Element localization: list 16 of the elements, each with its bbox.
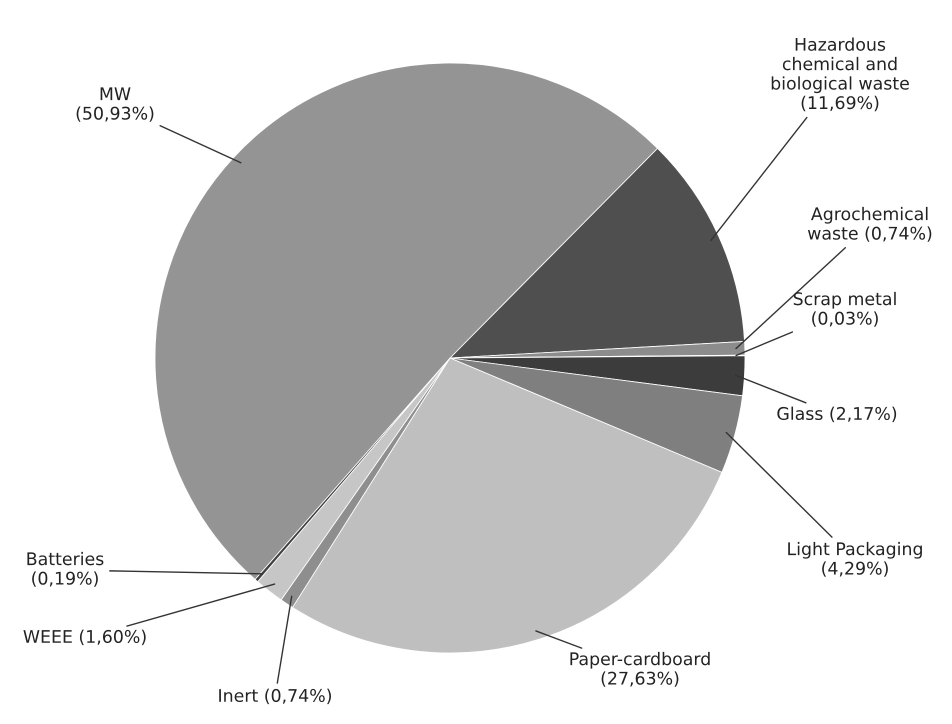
data-label: (50,93%) xyxy=(76,106,154,122)
slice-label: Light Packaging xyxy=(788,542,922,559)
slice-label: Scrap metal xyxy=(794,292,896,309)
slice-label: Agrochemical waste (0,74%) xyxy=(808,206,932,242)
slice-label: Hazardous chemical and biological waste xyxy=(772,37,909,94)
slice-label: WEEE (1,60%) xyxy=(23,630,146,646)
slice-label: Inert (0,74%) xyxy=(219,688,331,704)
data-label: (0,19%) xyxy=(32,571,98,587)
slice-label: Glass (2,17%) xyxy=(777,406,896,422)
data-label: (11,69%) xyxy=(802,96,878,112)
data-label: (0,03%) xyxy=(812,311,878,327)
data-label: (27,63%) xyxy=(602,671,678,687)
data-label: (4,29%) xyxy=(822,561,888,577)
slice-label: MW xyxy=(100,87,131,100)
slice-label: Batteries xyxy=(27,552,104,566)
slice-label: Paper-cardboard xyxy=(570,652,710,669)
